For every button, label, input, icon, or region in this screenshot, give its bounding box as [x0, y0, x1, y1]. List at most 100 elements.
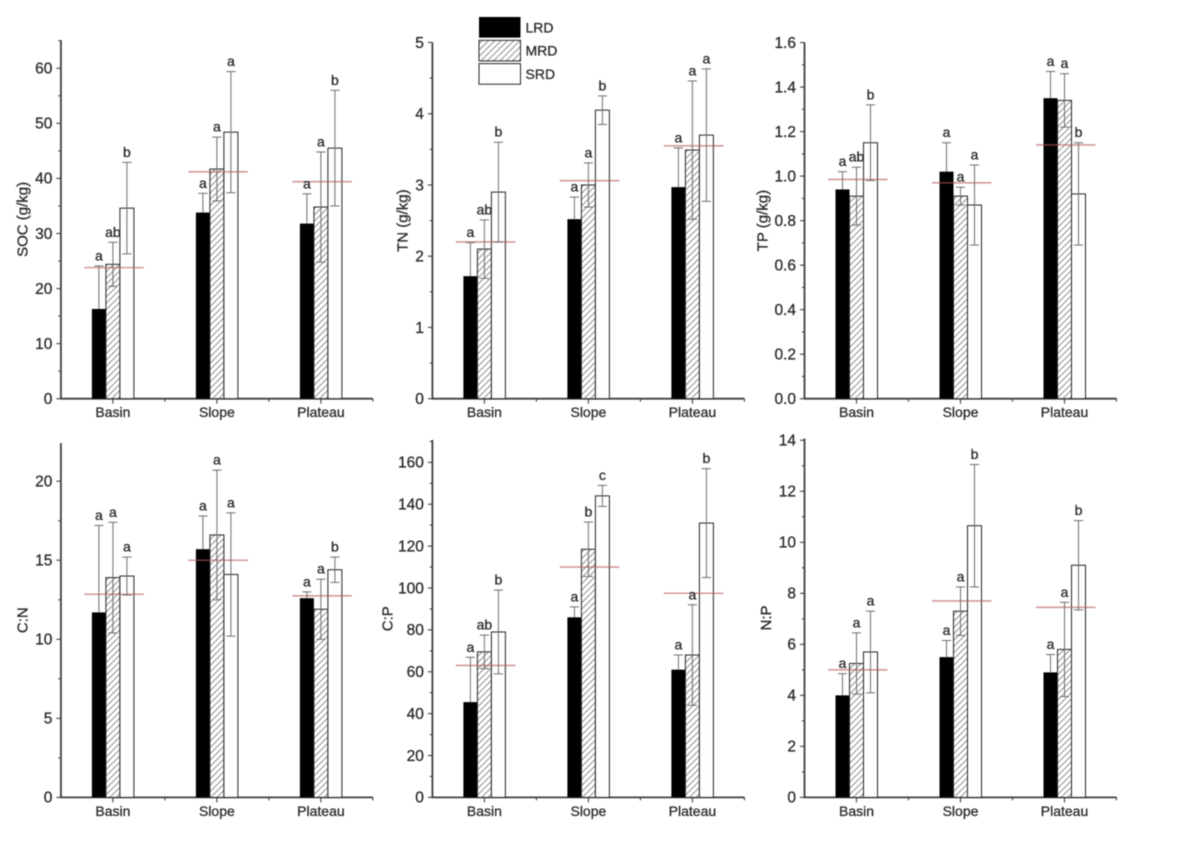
svg-text:a: a — [957, 169, 965, 185]
svg-text:b: b — [495, 572, 503, 588]
svg-text:a: a — [1061, 584, 1069, 600]
svg-text:a: a — [675, 129, 683, 145]
svg-text:4: 4 — [415, 106, 424, 123]
svg-text:1.2: 1.2 — [774, 124, 796, 141]
svg-text:a: a — [317, 133, 325, 149]
svg-text:a: a — [689, 586, 697, 602]
svg-text:a: a — [213, 119, 221, 135]
svg-text:b: b — [971, 446, 979, 462]
svg-text:40: 40 — [35, 171, 53, 188]
svg-text:2: 2 — [415, 249, 424, 266]
svg-text:60: 60 — [407, 664, 425, 681]
svg-text:a: a — [1047, 636, 1055, 652]
svg-text:a: a — [1047, 53, 1055, 69]
svg-text:a: a — [199, 497, 207, 513]
svg-text:40: 40 — [407, 706, 425, 723]
svg-text:a: a — [95, 507, 103, 523]
svg-text:14: 14 — [779, 433, 797, 450]
svg-text:a: a — [839, 655, 847, 671]
svg-text:a: a — [199, 175, 207, 191]
svg-text:b: b — [1075, 124, 1083, 140]
svg-text:a: a — [123, 539, 131, 555]
svg-text:140: 140 — [398, 497, 424, 514]
svg-text:Plateau: Plateau — [297, 803, 344, 819]
svg-text:ab: ab — [477, 617, 493, 633]
svg-text:C:P: C:P — [380, 606, 397, 631]
svg-text:Basin: Basin — [95, 803, 130, 819]
svg-text:6: 6 — [787, 637, 796, 654]
svg-text:LRD: LRD — [526, 19, 554, 35]
svg-text:0: 0 — [415, 391, 424, 408]
svg-text:Basin: Basin — [839, 404, 874, 420]
svg-text:Slope: Slope — [943, 404, 979, 420]
svg-text:30: 30 — [35, 226, 53, 243]
svg-text:SOC (g/kg): SOC (g/kg) — [15, 182, 32, 257]
svg-text:Basin: Basin — [467, 404, 502, 420]
svg-text:MRD: MRD — [526, 43, 558, 59]
svg-text:0: 0 — [787, 790, 796, 807]
svg-text:10: 10 — [779, 535, 797, 552]
svg-text:0: 0 — [415, 790, 424, 807]
svg-text:20: 20 — [407, 748, 425, 765]
svg-text:1: 1 — [415, 320, 424, 337]
svg-text:Plateau: Plateau — [1041, 803, 1088, 819]
svg-text:b: b — [331, 539, 339, 555]
svg-text:60: 60 — [35, 61, 53, 78]
svg-text:SRD: SRD — [526, 66, 556, 82]
svg-text:1.4: 1.4 — [774, 79, 796, 96]
svg-text:a: a — [317, 561, 325, 577]
svg-text:c: c — [599, 467, 606, 483]
svg-text:Slope: Slope — [199, 404, 235, 420]
svg-text:a: a — [585, 144, 593, 160]
svg-text:TP (g/kg): TP (g/kg) — [755, 190, 772, 251]
svg-text:Basin: Basin — [467, 803, 502, 819]
svg-text:5: 5 — [44, 711, 53, 728]
svg-text:12: 12 — [779, 484, 796, 501]
svg-text:5: 5 — [415, 35, 424, 52]
svg-text:100: 100 — [398, 580, 424, 597]
svg-text:a: a — [943, 124, 951, 140]
svg-text:Basin: Basin — [95, 404, 130, 420]
svg-text:1.6: 1.6 — [774, 35, 796, 52]
svg-text:b: b — [867, 86, 875, 102]
svg-text:a: a — [571, 588, 579, 604]
svg-text:80: 80 — [407, 622, 425, 639]
svg-text:b: b — [331, 72, 339, 88]
svg-text:3: 3 — [415, 177, 424, 194]
svg-text:a: a — [867, 593, 875, 609]
svg-text:a: a — [1061, 55, 1069, 71]
svg-text:a: a — [213, 452, 221, 468]
svg-text:Plateau: Plateau — [669, 404, 716, 420]
svg-text:a: a — [675, 637, 683, 653]
svg-text:20: 20 — [35, 474, 53, 491]
svg-text:10: 10 — [35, 632, 53, 649]
svg-text:8: 8 — [787, 586, 796, 603]
svg-text:a: a — [971, 146, 979, 162]
svg-text:a: a — [227, 494, 235, 510]
svg-text:a: a — [839, 153, 847, 169]
svg-text:Slope: Slope — [570, 404, 606, 420]
svg-text:a: a — [957, 568, 965, 584]
svg-text:a: a — [303, 573, 311, 589]
svg-text:2: 2 — [787, 739, 796, 756]
svg-text:TN (g/kg): TN (g/kg) — [395, 189, 412, 252]
svg-text:Plateau: Plateau — [669, 803, 716, 819]
svg-text:a: a — [467, 224, 475, 240]
svg-text:Slope: Slope — [199, 803, 235, 819]
svg-text:Basin: Basin — [839, 803, 874, 819]
svg-text:4: 4 — [787, 688, 796, 705]
svg-text:120: 120 — [398, 538, 424, 555]
svg-text:0.6: 0.6 — [774, 257, 796, 274]
svg-text:a: a — [703, 50, 711, 66]
svg-text:a: a — [303, 175, 311, 191]
svg-text:Plateau: Plateau — [1041, 404, 1088, 420]
svg-text:0: 0 — [44, 790, 53, 807]
svg-text:a: a — [853, 614, 861, 630]
svg-text:a: a — [95, 247, 103, 263]
svg-text:Slope: Slope — [943, 803, 979, 819]
svg-text:0.2: 0.2 — [774, 346, 796, 363]
svg-text:b: b — [1075, 502, 1083, 518]
svg-text:a: a — [227, 53, 235, 69]
svg-text:b: b — [585, 504, 593, 520]
svg-text:160: 160 — [398, 455, 424, 472]
